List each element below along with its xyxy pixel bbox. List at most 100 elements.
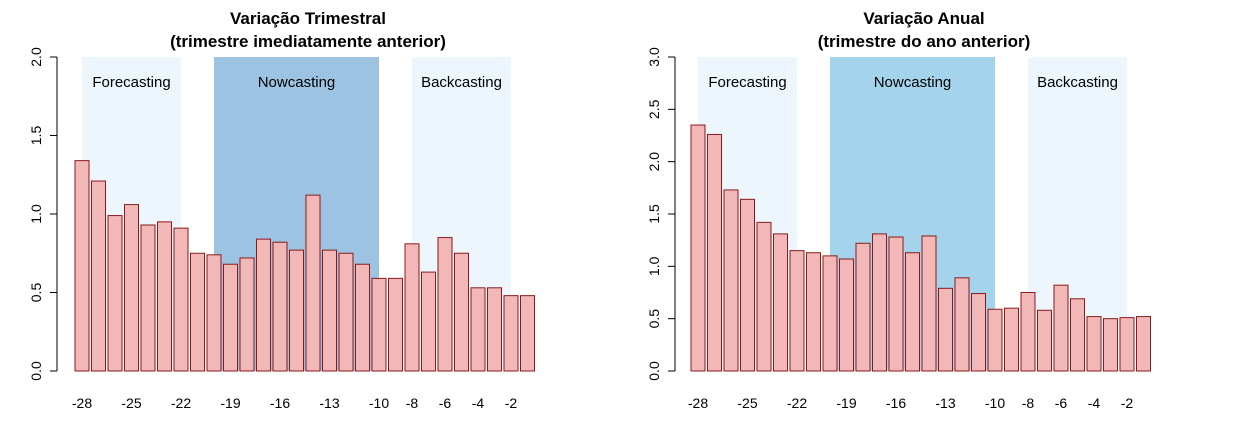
x-tick-label: -13 [935, 395, 955, 411]
x-tick-label: -25 [737, 395, 757, 411]
bar [74, 160, 90, 372]
x-tick-label: -19 [836, 395, 856, 411]
bar [322, 249, 337, 372]
y-tick-label: 1.0 [646, 256, 662, 276]
x-axis: -28 -25 -22 -19 -16 -13 -10 -8 -6 -4 -2 [688, 395, 1134, 411]
bar [470, 287, 486, 372]
x-tick-label: -2 [505, 395, 518, 411]
bar [855, 242, 871, 372]
bar [987, 308, 1003, 372]
band-label: Forecasting [708, 74, 786, 91]
band-label: Nowcasting [258, 74, 336, 91]
bar [822, 255, 838, 372]
chart-title: Variação Anual [863, 9, 984, 28]
y-tick-label: 1.5 [28, 126, 44, 146]
y-tick-label: 2.5 [646, 99, 662, 119]
x-tick-label: -8 [406, 395, 419, 411]
chart-subtitle: (trimestre do ano anterior) [818, 32, 1031, 51]
y-tick-label: 0.0 [646, 361, 662, 381]
y-tick-label: 2.0 [646, 152, 662, 172]
y-tick-label: 2.0 [28, 47, 44, 67]
bar [806, 252, 821, 372]
bar [1037, 309, 1052, 372]
bar [173, 227, 189, 372]
x-tick-label: -22 [171, 395, 191, 411]
bar [206, 254, 222, 372]
bar [305, 194, 321, 372]
bar [256, 238, 271, 372]
bar [740, 198, 755, 372]
x-tick-label: -8 [1022, 395, 1035, 411]
bar [140, 224, 156, 372]
x-tick-label: -4 [472, 395, 485, 411]
x-tick-label: -16 [270, 395, 290, 411]
bar [487, 287, 502, 372]
chart-title: Variação Trimestral [230, 9, 386, 28]
x-tick-label: -10 [369, 395, 389, 411]
bar [905, 252, 920, 372]
bar [1004, 307, 1019, 372]
band-label: Forecasting [92, 74, 170, 91]
x-tick-label: -4 [1088, 395, 1101, 411]
bar [1103, 318, 1118, 372]
bar-series [690, 124, 1151, 372]
x-tick-label: -13 [319, 395, 339, 411]
bar [723, 189, 739, 372]
bar [190, 252, 205, 372]
y-tick-label: 3.0 [646, 47, 662, 67]
bar [107, 215, 123, 372]
y-tick-label: 0.0 [28, 361, 44, 381]
bar [404, 243, 420, 372]
bar-series [74, 160, 535, 372]
bar [1119, 317, 1135, 372]
band-label: Backcasting [1037, 74, 1118, 91]
bar [272, 241, 288, 372]
y-tick-label: 0.5 [28, 283, 44, 303]
bar [888, 236, 904, 372]
bar [872, 233, 887, 372]
x-tick-label: -6 [1055, 395, 1068, 411]
bar [124, 204, 139, 372]
bar [690, 124, 706, 372]
chart-panel-annual: Forecasting Nowcasting Backcasting 0.0 0.5 1.… [646, 9, 1151, 411]
bar [520, 295, 535, 372]
bar [938, 287, 953, 372]
y-tick-label: 1.5 [646, 204, 662, 224]
x-tick-label: -19 [220, 395, 240, 411]
bar [338, 252, 354, 372]
bar [223, 263, 238, 372]
bar [839, 258, 854, 372]
bar [789, 250, 805, 372]
bar [371, 277, 387, 372]
bar [921, 235, 937, 372]
bar [1136, 316, 1151, 372]
bar [1020, 292, 1036, 372]
y-tick-label: 1.0 [28, 204, 44, 224]
bar [289, 249, 304, 372]
bar [454, 252, 469, 372]
bar [1053, 284, 1069, 372]
bar [971, 293, 986, 372]
chart-subtitle: (trimestre imediatamente anterior) [170, 32, 446, 51]
bar [756, 221, 772, 372]
bar [954, 277, 970, 372]
bar [1086, 316, 1102, 372]
x-axis: -28 -25 -22 -19 -16 -13 -10 -8 -6 -4 -2 [72, 395, 518, 411]
band-label: Nowcasting [874, 74, 952, 91]
bar [157, 221, 172, 372]
x-tick-label: -6 [439, 395, 452, 411]
bar [239, 257, 255, 372]
y-axis: 0.0 0.5 1.0 1.5 2.0 2.5 3.0 [646, 47, 676, 381]
band-label: Backcasting [421, 74, 502, 91]
x-tick-label: -2 [1121, 395, 1134, 411]
bar [707, 133, 722, 372]
bar [1070, 298, 1085, 372]
x-tick-label: -25 [121, 395, 141, 411]
x-tick-label: -16 [886, 395, 906, 411]
chart-panel-quarterly: Forecasting Nowcasting Backcasting 0.0 0.5 1.… [28, 9, 535, 411]
bar [437, 237, 453, 372]
x-tick-label: -22 [787, 395, 807, 411]
bar [773, 233, 788, 372]
y-axis: 0.0 0.5 1.0 1.5 2.0 [28, 47, 58, 381]
